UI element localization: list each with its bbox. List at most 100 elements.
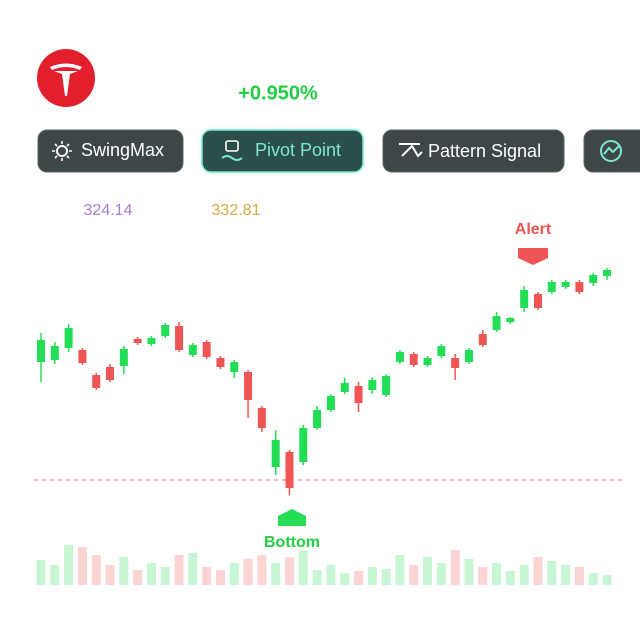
- candle-body: [354, 386, 363, 403]
- volume-bar: [492, 563, 502, 585]
- volume-bar: [91, 555, 101, 585]
- volume-bar: [298, 550, 308, 585]
- volume-bar: [77, 547, 87, 585]
- indicator-value: 324.14: [84, 202, 133, 219]
- volume-bar: [257, 555, 267, 585]
- annotation: Alert: [515, 221, 552, 238]
- volume-bar: [202, 567, 212, 585]
- candle-body: [409, 354, 418, 365]
- candle-body: [188, 345, 197, 355]
- candle-body: [230, 362, 239, 372]
- volume-bar: [367, 567, 377, 585]
- candlestick-chart: [34, 268, 622, 585]
- candle-body: [313, 410, 322, 428]
- volume-bar: [464, 559, 474, 585]
- candle-body: [175, 326, 184, 350]
- candle-body: [451, 358, 460, 368]
- volume-bar: [478, 567, 488, 585]
- candle-body: [50, 346, 59, 360]
- candle-body: [437, 346, 446, 356]
- candle-body: [478, 334, 487, 345]
- volume-bar: [326, 565, 336, 585]
- volume-bar: [229, 563, 239, 585]
- candle-body: [506, 318, 515, 322]
- volume-bar: [105, 565, 115, 585]
- alert-marker: Alert: [515, 221, 552, 265]
- candle-body: [326, 396, 335, 410]
- volume-bar: [505, 571, 515, 585]
- volume-bar: [271, 563, 281, 585]
- candle-body: [423, 358, 432, 365]
- candle-body: [382, 376, 391, 395]
- tab[interactable]: [583, 129, 640, 173]
- candle-body: [161, 325, 170, 336]
- volume-bar: [381, 569, 391, 585]
- volume-bar: [340, 573, 350, 585]
- candle-body: [202, 342, 211, 357]
- volume-bar: [215, 570, 225, 585]
- price-change: +0.950%: [238, 82, 318, 104]
- volume-bar: [533, 557, 543, 585]
- candle-body: [547, 282, 556, 292]
- volume-bar: [188, 553, 198, 585]
- candle-body: [368, 380, 377, 390]
- bottom-marker: Bottom: [264, 509, 320, 551]
- volume-bar: [146, 563, 156, 585]
- tab-label: Pattern Signal: [428, 141, 541, 161]
- candle-body: [533, 294, 542, 308]
- volume-bar: [160, 567, 170, 585]
- volume-bar: [243, 559, 253, 585]
- indicator-value: 332.81: [212, 202, 261, 219]
- candle-body: [464, 350, 473, 362]
- candle-body: [520, 290, 529, 308]
- candle-body: [119, 349, 128, 366]
- volume-bar: [450, 550, 460, 585]
- volume-bar: [119, 557, 129, 585]
- candle-body: [561, 282, 570, 287]
- volume-bar: [395, 555, 405, 585]
- candle-body: [299, 428, 308, 462]
- candle-body: [133, 339, 142, 343]
- tab-selected[interactable]: Pivot Point: [201, 129, 364, 173]
- tab-label: SwingMax: [81, 140, 164, 160]
- volume-bar: [36, 560, 46, 585]
- candle-body: [589, 275, 598, 283]
- candle-body: [244, 372, 253, 400]
- volume-bar: [50, 565, 60, 585]
- volume-bar: [561, 565, 571, 585]
- candle-body: [78, 350, 87, 363]
- tab[interactable]: Pattern Signal: [382, 129, 565, 173]
- volume-bar: [574, 567, 584, 585]
- candle-body: [271, 440, 280, 467]
- volume-bar: [354, 571, 364, 585]
- candle-body: [216, 358, 225, 367]
- volume-bar: [436, 563, 446, 585]
- volume-bar: [312, 570, 322, 585]
- candle-body: [575, 282, 584, 292]
- candle-body: [106, 367, 115, 380]
- candle-body: [37, 340, 45, 362]
- volume-bar: [284, 557, 294, 585]
- annotation: Bottom: [264, 534, 320, 551]
- volume-bar: [602, 575, 612, 585]
- candle-body: [395, 352, 404, 362]
- volume-bar: [133, 570, 143, 585]
- candle-body: [285, 452, 294, 488]
- candle-body: [64, 328, 73, 348]
- volume-bar: [423, 557, 433, 585]
- candle-body: [92, 375, 101, 388]
- candle-body: [340, 383, 349, 392]
- candle-body: [492, 316, 501, 330]
- volume-bar: [409, 565, 419, 585]
- volume-bar: [547, 561, 557, 585]
- volume-bar: [174, 555, 184, 585]
- logo: [37, 49, 95, 107]
- volume-bar: [64, 545, 74, 585]
- tab[interactable]: SwingMax: [37, 129, 184, 173]
- volume-bar: [588, 573, 598, 585]
- candle-body: [257, 408, 266, 428]
- candle-body: [147, 338, 156, 344]
- volume-bar: [519, 565, 529, 585]
- candle-body: [603, 270, 611, 276]
